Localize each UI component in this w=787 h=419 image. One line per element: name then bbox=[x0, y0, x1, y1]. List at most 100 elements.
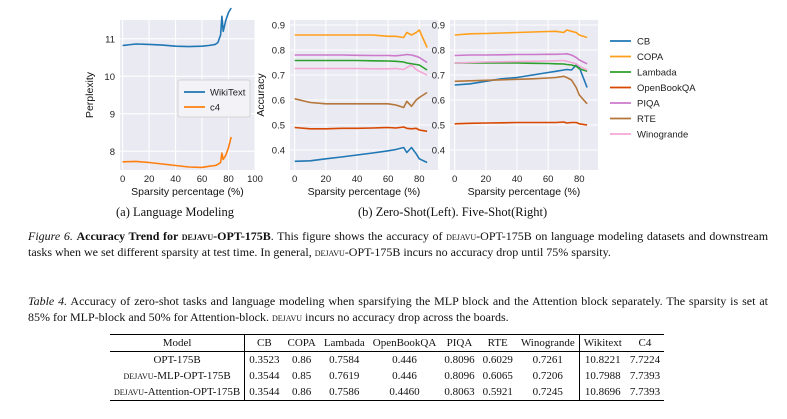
figure-caption-title: Accuracy Trend for dejavu-OPT-175B bbox=[76, 229, 271, 243]
series-line-lambada bbox=[294, 59, 428, 71]
legend-label: RTE bbox=[637, 114, 656, 125]
legend-label: OpenBookQA bbox=[637, 83, 696, 94]
row-model-name: OPT-175B bbox=[153, 354, 201, 366]
series-line-openbookqa bbox=[294, 126, 428, 133]
figure-caption: Figure 6. Accuracy Trend for dejavu-OPT-… bbox=[28, 229, 769, 259]
x-tick-label: 80 bbox=[414, 174, 425, 185]
series-line-rte bbox=[294, 91, 428, 109]
x-tick-label: 40 bbox=[352, 174, 363, 185]
y-axis-label: Accuracy bbox=[255, 73, 267, 117]
cell: 0.446 bbox=[392, 370, 417, 382]
header-cb: CB bbox=[244, 334, 284, 352]
y-tick-label: 10 bbox=[104, 72, 115, 83]
legend-language-modeling: WikiText c4 bbox=[177, 79, 251, 118]
cell: 0.6029 bbox=[482, 354, 513, 366]
cell: 0.6065 bbox=[482, 370, 513, 382]
x-tick-label: 60 bbox=[543, 174, 554, 185]
x-axis-label: Sparsity percentage (%) bbox=[468, 186, 581, 198]
x-tick-label: 60 bbox=[197, 174, 208, 185]
y-tick-label: 0.4 bbox=[432, 146, 445, 157]
subcaption-a: (a) Language Modeling bbox=[116, 205, 235, 219]
x-tick-label: 20 bbox=[144, 174, 155, 185]
header-wikitext: Wikitext bbox=[578, 334, 626, 352]
y-tick-label: 0.9 bbox=[432, 21, 445, 32]
x-tick-label: 0 bbox=[120, 174, 125, 185]
x-axis-label: Sparsity percentage (%) bbox=[308, 186, 421, 198]
x-tick-label: 0 bbox=[292, 174, 297, 185]
x-tick-label: 80 bbox=[574, 174, 585, 185]
y-tick-label: 11 bbox=[105, 34, 115, 45]
x-axis-label: Sparsity percentage (%) bbox=[131, 186, 244, 198]
cell: 7.7224 bbox=[629, 354, 661, 366]
y-tick-label: 0.7 bbox=[432, 71, 445, 82]
y-tick-label: 0.5 bbox=[432, 121, 445, 132]
table-caption: Table 4. Accuracy of zero-shot tasks and… bbox=[28, 294, 769, 324]
row-model-name: dejavu-MLP-OPT-175B bbox=[123, 370, 231, 382]
header-rte: RTE bbox=[487, 337, 508, 349]
cell: 10.8221 bbox=[578, 351, 626, 368]
cell: 0.446 bbox=[392, 354, 417, 366]
figure-caption-label: Figure 6. bbox=[28, 229, 73, 243]
legend-label: PIQA bbox=[637, 99, 660, 110]
y-tick-label: 0.6 bbox=[432, 96, 445, 107]
row-model-name: dejavu-Attention-OPT-175B bbox=[114, 386, 241, 398]
x-tick-label: 100 bbox=[247, 174, 263, 185]
series-line-rte bbox=[454, 75, 588, 105]
x-tick-label: 80 bbox=[223, 174, 234, 185]
cell: 0.3523 bbox=[244, 351, 284, 368]
cell: 0.7619 bbox=[329, 370, 360, 382]
x-tick-label: 20 bbox=[321, 174, 332, 185]
cell: 0.5921 bbox=[482, 386, 513, 398]
plot-background bbox=[290, 20, 438, 170]
cell: 0.7261 bbox=[532, 354, 563, 366]
header-winogrande: Winogrande bbox=[520, 337, 575, 349]
header-model: Model bbox=[162, 337, 192, 349]
subcaption-b: (b) Zero-Shot(Left). Five-Shot(Right) bbox=[358, 205, 548, 219]
cell: 0.86 bbox=[292, 354, 312, 366]
legend-label: COPA bbox=[637, 52, 664, 63]
cell: 0.7586 bbox=[329, 386, 360, 398]
series-line-piqa bbox=[294, 53, 428, 64]
legend-label: c4 bbox=[210, 103, 220, 114]
series-line-winogrande bbox=[294, 64, 428, 76]
x-tick-label: 0 bbox=[452, 174, 457, 185]
series-line-piqa bbox=[454, 52, 588, 65]
series-line-lambada bbox=[454, 62, 588, 73]
cell: 7.7393 bbox=[629, 386, 661, 398]
series-line-wikitext bbox=[122, 7, 232, 48]
x-tick-label: 20 bbox=[481, 174, 492, 185]
table-header-row: Model CB COPA Lambada OpenBookQA PIQA RT… bbox=[110, 334, 665, 352]
cell: 0.3544 bbox=[244, 368, 284, 384]
y-axis-label: Perplexity bbox=[84, 71, 96, 118]
series-line-openbookqa bbox=[454, 121, 588, 126]
y-tick-label: 0.6 bbox=[272, 96, 285, 107]
cell: 10.7988 bbox=[578, 368, 626, 384]
header-openbookqa: OpenBookQA bbox=[372, 337, 437, 349]
cell: 0.7584 bbox=[329, 354, 360, 366]
legend-label: Lambada bbox=[637, 68, 677, 79]
series-line-cb bbox=[294, 146, 428, 164]
cell: 0.4460 bbox=[389, 386, 420, 398]
x-tick-label: 60 bbox=[383, 174, 394, 185]
cell: 0.3544 bbox=[244, 384, 284, 401]
header-copa: COPA bbox=[287, 337, 316, 349]
series-line-c4 bbox=[122, 136, 232, 169]
series-line-copa bbox=[454, 29, 588, 39]
x-tick-label: 40 bbox=[512, 174, 523, 185]
cell: 10.8696 bbox=[578, 384, 626, 401]
y-tick-label: 0.8 bbox=[272, 46, 285, 57]
legend-label: WikiText bbox=[210, 88, 246, 99]
y-tick-label: 8 bbox=[110, 147, 115, 158]
legend-label: Winogrande bbox=[637, 130, 688, 141]
y-tick-label: 0.7 bbox=[272, 71, 285, 82]
y-tick-label: 9 bbox=[110, 109, 115, 120]
cell: 0.7245 bbox=[532, 386, 563, 398]
table-row: OPT-175B 0.3523 0.86 0.7584 0.446 0.8096… bbox=[110, 351, 664, 368]
cell: 0.8096 bbox=[444, 370, 475, 382]
x-tick-label: 40 bbox=[170, 174, 181, 185]
cell: 7.7393 bbox=[629, 370, 661, 382]
table-row: dejavu-MLP-OPT-175B 0.3544 0.85 0.7619 0… bbox=[110, 368, 664, 384]
